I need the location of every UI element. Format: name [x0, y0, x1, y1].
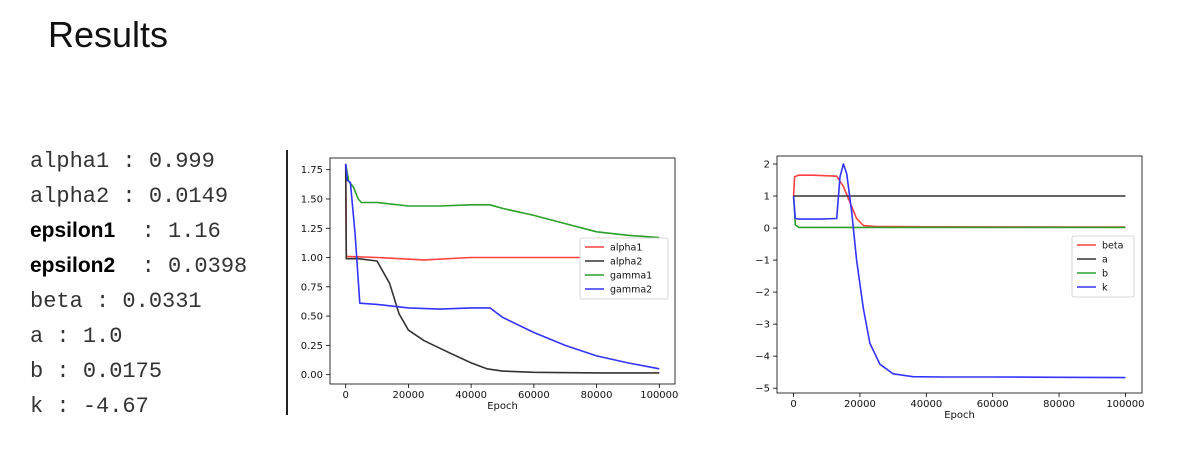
x-tick-label: 40000 [455, 390, 487, 401]
param-row-a: a : 1.0 [30, 319, 247, 354]
x-tick-label: 60000 [977, 399, 1009, 410]
x-tick-label: 0 [790, 399, 796, 410]
param-separator: : [82, 289, 123, 314]
param-value: 1.0 [82, 324, 123, 349]
param-value: 0.0149 [148, 184, 229, 209]
param-name: a [30, 324, 44, 349]
y-tick-label: 1.00 [301, 253, 323, 264]
legend-label-gamma1: gamma1 [610, 271, 652, 282]
param-value: -4.67 [82, 394, 149, 419]
param-value: 0.0175 [82, 359, 163, 384]
y-tick-label: 0.50 [301, 312, 323, 323]
param-separator: : [43, 359, 83, 384]
y-tick-label: 2 [764, 160, 770, 171]
series-line-alpha2 [344, 163, 660, 374]
param-separator: : [43, 324, 83, 349]
param-separator: : [43, 394, 83, 419]
param-row-alpha2: alpha2 : 0.0149 [30, 179, 247, 214]
param-name: epsilon1 [30, 219, 116, 242]
y-tick-label: −5 [755, 384, 770, 395]
param-separator: : [115, 219, 169, 244]
y-tick-label: 0.00 [301, 370, 323, 381]
series-line-gamma2 [344, 163, 660, 370]
series-line-k [792, 163, 1126, 379]
x-tick-label: 40000 [910, 399, 942, 410]
y-tick-label: 1.25 [301, 224, 323, 235]
param-value: 1.16 [168, 219, 221, 244]
legend-label-k: k [1102, 283, 1108, 294]
x-tick-label: 20000 [393, 390, 425, 401]
y-tick-label: −2 [755, 288, 770, 299]
legend-label-alpha2: alpha2 [610, 257, 642, 268]
param-row-epsilon2: epsilon2 : 0.0398 [30, 249, 247, 284]
x-axis-label: Epoch [487, 401, 518, 412]
chart-right: 0 20000 40000 60000 80000 100000 −5 −4 −3 −2 −1 0 1 2… [755, 155, 1145, 421]
param-value: 0.0331 [122, 289, 202, 314]
param-value: 0.0398 [168, 254, 248, 279]
series-line-gamma1 [344, 163, 660, 239]
y-tick-label: −1 [755, 256, 770, 267]
legend-label-gamma2: gamma2 [610, 285, 652, 296]
param-row-beta: beta : 0.0331 [30, 284, 247, 319]
param-separator: : [109, 184, 149, 209]
x-tick-label: 60000 [518, 390, 550, 401]
param-separator: : [109, 149, 149, 174]
legend-box [1071, 235, 1135, 298]
legend-label-alpha1: alpha1 [610, 243, 642, 254]
y-tick-label: −3 [755, 320, 770, 331]
y-tick-label: 0.75 [301, 282, 323, 293]
legend-label-beta: beta [1102, 241, 1123, 252]
legend-label-b: b [1102, 269, 1108, 280]
param-row-epsilon1: epsilon1 : 1.16 [30, 214, 247, 249]
chart-left: 0 20000 40000 60000 80000 100000 0.00 0.25 0.50 0… [301, 157, 678, 412]
parameter-list: alpha1 : 0.999 alpha2 : 0.0149 epsilon1 : … [30, 144, 247, 424]
x-tick-label: 80000 [1043, 399, 1075, 410]
x-tick-label: 100000 [640, 390, 678, 401]
y-tick-label: 1 [764, 192, 770, 203]
param-name: alpha1 [30, 149, 110, 174]
y-tick-label: −4 [755, 352, 770, 363]
legend-box [579, 237, 669, 300]
param-name: beta [30, 289, 83, 314]
x-tick-label: 20000 [844, 399, 876, 410]
x-tick-label: 100000 [1106, 399, 1144, 410]
x-tick-label: 0 [342, 390, 348, 401]
param-name: b [30, 359, 44, 384]
param-name: k [30, 394, 44, 419]
vertical-divider [286, 150, 288, 415]
param-name: epsilon2 [30, 254, 116, 277]
y-tick-label: 0 [764, 224, 770, 235]
legend-label-a: a [1102, 255, 1108, 266]
y-tick-label: 1.75 [301, 165, 323, 176]
param-separator: : [115, 254, 169, 279]
param-row-b: b : 0.0175 [30, 354, 247, 389]
x-tick-label: 80000 [581, 390, 613, 401]
param-row-alpha1: alpha1 : 0.999 [30, 144, 247, 179]
x-axis-label: Epoch [944, 410, 975, 421]
param-value: 0.999 [148, 149, 215, 174]
param-name: alpha2 [30, 184, 110, 209]
y-tick-label: 0.25 [301, 341, 323, 352]
y-tick-label: 1.50 [301, 194, 323, 205]
page-title: Results [48, 14, 169, 55]
param-row-k: k : -4.67 [30, 389, 247, 424]
series-line-beta [792, 174, 1126, 228]
